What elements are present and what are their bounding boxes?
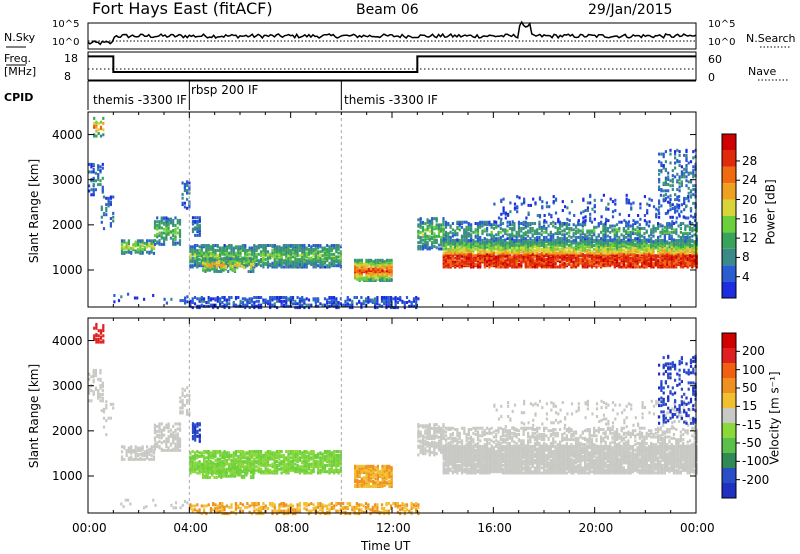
- velocity-swatch-6: [722, 393, 736, 408]
- power-colorbar-tick-3: 16: [742, 211, 758, 226]
- velocity-swatch-7: [722, 378, 736, 393]
- power-swatch-9: [722, 134, 736, 151]
- nsearch-tick-high: 10^5: [708, 19, 736, 30]
- velocity-colorbar-tick-6: -100: [742, 454, 770, 469]
- power-colorbar-tick-4: 20: [742, 192, 758, 207]
- velocity-colorbar-tick-7: -200: [742, 472, 770, 487]
- velocity-colorbar: [721, 332, 740, 499]
- power-swatch-3: [722, 232, 736, 249]
- cpid-segment-2: rbsp 200 IF: [191, 83, 259, 97]
- power-ytick-4000: 4000: [52, 127, 83, 142]
- cpid-label: CPID: [4, 91, 34, 104]
- velocity-ytick-3000: 3000: [52, 378, 83, 393]
- velocity-colorbar-tick-5: -50: [742, 436, 762, 450]
- power-colorbar-tick-6: 28: [742, 153, 758, 168]
- velocity-panel: [87, 317, 698, 516]
- velocity-swatch-9: [722, 348, 736, 363]
- nsky-tick-low: 10^0: [52, 37, 80, 48]
- xtick-3: 12:00: [376, 521, 411, 535]
- freq-unit-label: [MHz]: [4, 65, 37, 78]
- cpid-segment-1: themis -3300 IF: [93, 93, 187, 107]
- power-swatch-4: [722, 216, 736, 233]
- velocity-ylabel: Slant Range [km]: [27, 363, 42, 469]
- velocity-swatch-5: [722, 408, 736, 423]
- velocity-swatch-2: [722, 453, 736, 468]
- power-ylabel: Slant Range [km]: [27, 158, 42, 264]
- x-axis-label: Time UT: [361, 539, 411, 553]
- velocity-ytick-4000: 4000: [52, 333, 83, 348]
- velocity-colorbar-tick-2: 50: [742, 381, 758, 395]
- power-colorbar-tick-0: 4: [742, 269, 750, 284]
- nave-label: Nave: [748, 65, 777, 78]
- xtick-4: 16:00: [477, 521, 512, 535]
- xtick-0: 00:00: [72, 521, 107, 535]
- nsearch-label: N.Search: [746, 32, 796, 45]
- power-colorbar-label: Power [dB]: [763, 179, 778, 245]
- power-colorbar-tick-2: 12: [742, 231, 758, 246]
- power-colorbar: [721, 133, 740, 299]
- power-swatch-5: [722, 199, 736, 216]
- power-colorbar-tick-5: 24: [742, 173, 758, 188]
- velocity-colorbar-tick-3: 15: [742, 399, 758, 414]
- axes: [87, 112, 697, 513]
- freq-tick-low: 8: [64, 70, 71, 83]
- power-ytick-1000: 1000: [52, 262, 83, 277]
- velocity-ytick-1000: 1000: [52, 468, 83, 483]
- xtick-2: 08:00: [274, 521, 310, 535]
- freq-label: Freq.: [4, 52, 32, 65]
- nsearch-tick-low: 10^0: [708, 37, 736, 48]
- xtick-5: 20:00: [578, 521, 614, 535]
- velocity-swatch-10: [722, 333, 736, 348]
- velocity-swatch-0: [722, 483, 736, 498]
- xtick-1: 04:00: [173, 521, 208, 535]
- velocity-colorbar-label: Velocity [m s⁻¹]: [767, 371, 782, 465]
- nsky-tick-high: 10^5: [52, 19, 80, 30]
- nave-tick-high: 60: [708, 53, 722, 66]
- velocity-swatch-4: [722, 423, 736, 438]
- freq-series: [88, 55, 696, 73]
- velocity-colorbar-tick-0: 200: [742, 344, 765, 359]
- velocity-colorbar-tick-1: 100: [742, 362, 765, 377]
- xtick-6: 00:00: [680, 521, 715, 535]
- date-label: 29/Jan/2015: [588, 2, 673, 18]
- nave-tick-low: 0: [708, 71, 715, 84]
- freq-tick-high: 18: [64, 52, 78, 65]
- nsky-series: [87, 20, 697, 46]
- nsky-label: N.Sky: [4, 31, 36, 44]
- velocity-ytick-2000: 2000: [52, 423, 83, 438]
- velocity-swatch-8: [722, 363, 736, 378]
- power-swatch-2: [722, 248, 736, 266]
- velocity-swatch-3: [722, 438, 736, 453]
- power-swatch-7: [722, 166, 736, 184]
- power-ytick-2000: 2000: [52, 217, 83, 232]
- top-panels: [6, 20, 790, 110]
- power-swatch-8: [722, 150, 736, 167]
- power-ytick-3000: 3000: [52, 172, 83, 187]
- power-swatch-0: [722, 281, 736, 298]
- power-panel: [87, 111, 698, 310]
- station-title: Fort Hays East (fitACF): [92, 0, 273, 18]
- cpid-segment-3: themis -3300 IF: [344, 93, 438, 107]
- velocity-swatch-1: [722, 468, 736, 483]
- beam-label: Beam 06: [356, 2, 419, 18]
- velocity-colorbar-tick-4: -15: [742, 417, 762, 432]
- power-colorbar-tick-1: 8: [742, 250, 750, 265]
- power-swatch-6: [722, 183, 736, 200]
- power-swatch-1: [722, 265, 736, 282]
